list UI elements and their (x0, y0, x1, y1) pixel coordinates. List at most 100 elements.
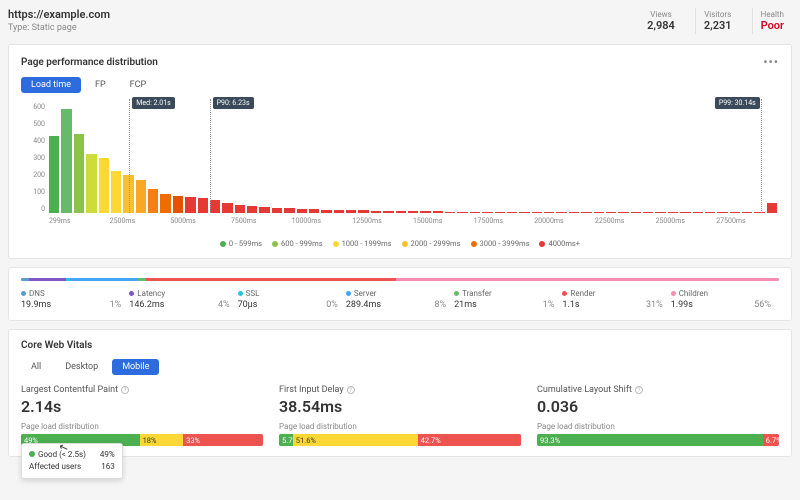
histogram-bar[interactable] (173, 196, 183, 213)
vital-value: 38.54ms (279, 397, 521, 416)
breakdown-col-ssl: SSL70μs0% (238, 289, 346, 310)
histogram-bar[interactable] (198, 198, 208, 213)
perf-tab-fcp[interactable]: FCP (120, 77, 157, 93)
histogram-bar[interactable] (185, 197, 195, 214)
histogram-bar[interactable] (482, 212, 492, 213)
page-type: Type: Static page (8, 23, 110, 33)
histogram-bar[interactable] (49, 136, 59, 213)
help-icon[interactable]: ? (121, 386, 129, 394)
histogram-bar[interactable] (284, 208, 294, 213)
histogram-bar[interactable] (693, 212, 703, 213)
histogram-bar[interactable] (754, 212, 764, 213)
vital-metric: First Input Delay?38.54msPage load distr… (279, 385, 521, 446)
histogram-bar[interactable] (99, 158, 109, 213)
percentile-marker: Med: 2.01s (129, 99, 130, 213)
histogram-bar[interactable] (495, 212, 505, 213)
percentile-marker: P99: 30.14s (761, 99, 762, 213)
stat-visitors: Visitors 2,231 (695, 8, 740, 34)
histogram-bar[interactable] (371, 211, 381, 213)
histogram-bar[interactable] (396, 211, 406, 213)
vitals-title: Core Web Vitals (21, 340, 92, 351)
histogram-bar[interactable] (408, 211, 418, 213)
legend-item: 4000ms+ (539, 239, 580, 248)
vital-value: 0.036 (537, 397, 779, 416)
histogram-bar[interactable] (643, 212, 653, 213)
histogram-bar[interactable] (532, 212, 542, 213)
vitals-tabs: AllDesktopMobile (21, 359, 779, 375)
breakdown-col-server: Server289.4ms8% (346, 289, 454, 310)
histogram-bar[interactable] (631, 212, 641, 213)
perf-dist-title: Page performance distribution (21, 57, 158, 68)
header-stats: Views 2,984 Visitors 2,231 Health Poor (639, 8, 792, 34)
histogram-bar[interactable] (321, 210, 331, 213)
histogram-bar[interactable] (74, 134, 84, 213)
histogram-bar[interactable] (680, 212, 690, 213)
histogram-bar[interactable] (61, 109, 71, 214)
dist-bar[interactable]: 5.7%51.6%42.7% (279, 434, 521, 446)
histogram-bar[interactable] (420, 211, 430, 213)
breakdown-col-dns: DNS19.9ms1% (21, 289, 129, 310)
histogram-bar[interactable] (222, 203, 232, 213)
vitals-tab-all[interactable]: All (21, 359, 51, 375)
histogram-bar[interactable] (259, 207, 269, 213)
page-header: https://example.com Type: Static page Vi… (8, 8, 792, 34)
histogram-bar[interactable] (383, 211, 393, 213)
dist-bar[interactable]: 93.3%6.7% (537, 434, 779, 446)
stat-views: Views 2,984 (639, 8, 683, 34)
histogram-bar[interactable] (235, 205, 245, 213)
histogram-bar[interactable] (730, 212, 740, 213)
histogram-bar[interactable] (606, 212, 616, 213)
histogram-bar[interactable] (655, 212, 665, 213)
histogram-bar[interactable] (111, 171, 121, 213)
histogram-bar[interactable] (247, 206, 257, 213)
histogram-bar[interactable] (470, 212, 480, 213)
histogram-bar[interactable] (309, 209, 319, 213)
legend-item: 1000 - 1999ms (333, 239, 392, 248)
histogram-bar[interactable] (358, 210, 368, 213)
histogram-bar[interactable] (136, 180, 146, 213)
legend-item: 3000 - 3999ms (471, 239, 530, 248)
histogram-bar[interactable] (346, 210, 356, 213)
histogram-bar[interactable] (433, 211, 443, 213)
histogram-bar[interactable] (86, 154, 96, 213)
percentile-marker: P90: 6.23s (210, 99, 211, 213)
perf-legend: 0 - 599ms600 - 999ms1000 - 1999ms2000 - … (21, 239, 779, 248)
histogram-bar[interactable] (742, 212, 752, 213)
breakdown-card: DNS19.9ms1%Latency146.2ms4%SSL70μs0%Serv… (8, 267, 792, 321)
histogram-bar[interactable] (272, 208, 282, 214)
histogram-bar[interactable] (507, 212, 517, 213)
vitals-tab-desktop[interactable]: Desktop (55, 359, 108, 375)
histogram-bar[interactable] (569, 212, 579, 213)
histogram-bar[interactable] (148, 189, 158, 213)
histogram-bar[interactable] (717, 212, 727, 213)
vital-metric: Largest Contentful Paint?2.14sPage load … (21, 385, 263, 446)
histogram-bar[interactable] (618, 212, 628, 213)
histogram-bar[interactable] (160, 194, 170, 213)
histogram-bar[interactable] (581, 212, 591, 213)
help-icon[interactable]: ? (347, 386, 355, 394)
histogram-bar[interactable] (334, 210, 344, 213)
legend-item: 600 - 999ms (272, 239, 323, 248)
histogram-bar[interactable] (544, 212, 554, 213)
histogram-bar[interactable] (457, 212, 467, 213)
histogram-bar[interactable] (767, 203, 777, 213)
vitals-card: Core Web Vitals AllDesktopMobile Largest… (8, 329, 792, 457)
vital-metric: Cumulative Layout Shift?0.036Page load d… (537, 385, 779, 446)
histogram-bar[interactable] (210, 200, 220, 213)
histogram-bar[interactable] (668, 212, 678, 213)
perf-tabs: Load timeFPFCP (21, 77, 779, 93)
vital-value: 2.14s (21, 397, 263, 416)
vitals-tab-mobile[interactable]: Mobile (112, 359, 159, 375)
histogram-bar[interactable] (556, 212, 566, 213)
more-icon[interactable]: ••• (763, 55, 779, 69)
histogram-bar[interactable] (445, 212, 455, 213)
histogram-bar[interactable] (594, 212, 604, 213)
histogram-bar[interactable] (297, 209, 307, 213)
breakdown-col-transfer: Transfer21ms1% (454, 289, 562, 310)
histogram-bar[interactable] (519, 212, 529, 213)
perf-dist-card: Page performance distribution ••• Load t… (8, 44, 792, 259)
histogram-bar[interactable] (705, 212, 715, 213)
help-icon[interactable]: ? (635, 386, 643, 394)
perf-tab-fp[interactable]: FP (85, 77, 116, 93)
perf-tab-load-time[interactable]: Load time (21, 77, 81, 93)
